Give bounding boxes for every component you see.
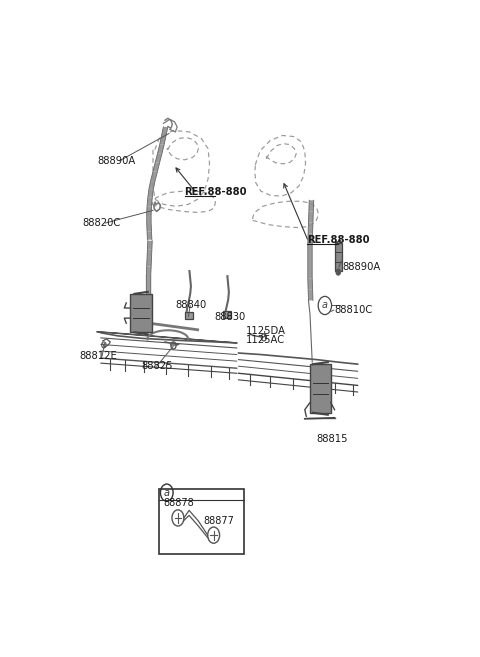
Polygon shape — [147, 223, 152, 232]
Text: 88877: 88877 — [203, 516, 234, 526]
Polygon shape — [308, 289, 313, 300]
Text: 88840: 88840 — [175, 300, 206, 311]
Polygon shape — [157, 145, 164, 154]
Polygon shape — [308, 223, 313, 234]
Polygon shape — [308, 256, 312, 267]
Text: a: a — [164, 487, 170, 497]
Polygon shape — [147, 232, 152, 240]
Polygon shape — [146, 275, 151, 284]
Polygon shape — [308, 234, 312, 245]
Polygon shape — [147, 214, 151, 223]
Polygon shape — [149, 180, 155, 189]
Text: 1125AC: 1125AC — [246, 335, 285, 346]
Text: REF.88-880: REF.88-880 — [307, 235, 370, 244]
Text: 88878: 88878 — [163, 498, 194, 509]
Polygon shape — [147, 206, 152, 214]
Polygon shape — [147, 249, 152, 258]
Polygon shape — [147, 198, 152, 206]
Polygon shape — [309, 200, 314, 212]
Bar — [158, 489, 244, 555]
Text: a: a — [322, 300, 328, 311]
Circle shape — [336, 269, 340, 275]
Bar — [310, 364, 331, 413]
Text: 88825: 88825 — [142, 361, 173, 371]
Polygon shape — [147, 258, 152, 267]
Text: 88830: 88830 — [215, 311, 246, 322]
Polygon shape — [308, 278, 312, 289]
Polygon shape — [151, 171, 157, 180]
Text: 1125DA: 1125DA — [246, 326, 286, 336]
Polygon shape — [155, 154, 162, 162]
Polygon shape — [147, 240, 152, 249]
Polygon shape — [160, 135, 166, 145]
Polygon shape — [308, 267, 312, 278]
Bar — [223, 311, 231, 317]
Text: 88890A: 88890A — [342, 262, 380, 272]
Polygon shape — [153, 162, 160, 171]
Polygon shape — [148, 189, 154, 198]
Text: REF.88-880: REF.88-880 — [185, 187, 247, 196]
Text: 88815: 88815 — [317, 434, 348, 444]
Polygon shape — [308, 245, 312, 256]
Polygon shape — [146, 292, 151, 300]
Polygon shape — [162, 127, 168, 135]
Text: 88812E: 88812E — [80, 351, 118, 361]
Bar — [335, 242, 342, 271]
Polygon shape — [146, 267, 151, 275]
Text: 88820C: 88820C — [83, 218, 120, 228]
Text: 88810C: 88810C — [335, 305, 373, 315]
Bar — [185, 312, 193, 319]
Bar — [130, 294, 152, 332]
Polygon shape — [146, 284, 151, 292]
Polygon shape — [309, 212, 313, 223]
Text: 88890A: 88890A — [97, 156, 135, 166]
